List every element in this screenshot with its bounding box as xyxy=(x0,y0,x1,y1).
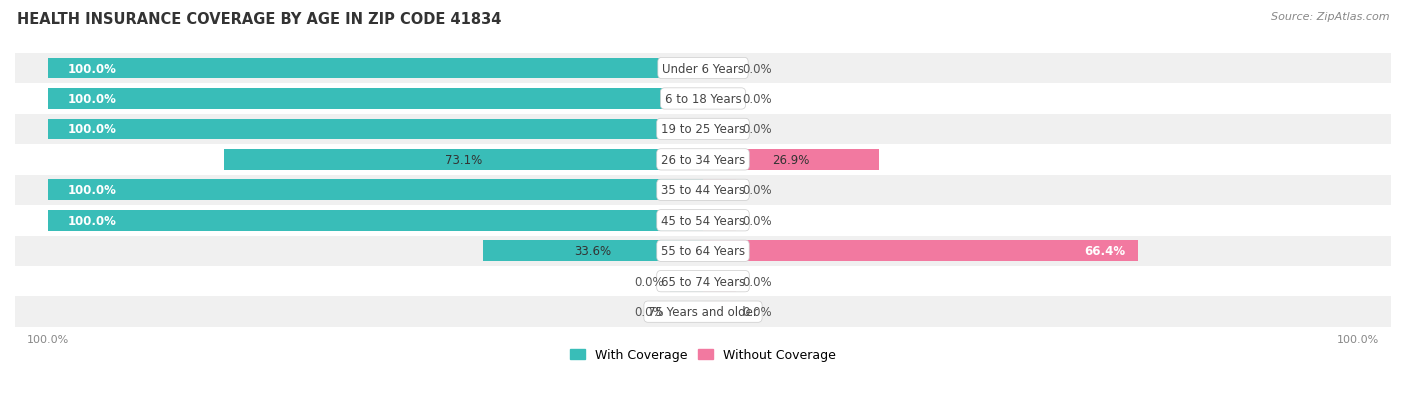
Text: 6 to 18 Years: 6 to 18 Years xyxy=(665,93,741,106)
Text: 26.9%: 26.9% xyxy=(772,154,810,166)
Text: 35 to 44 Years: 35 to 44 Years xyxy=(661,184,745,197)
Bar xyxy=(224,150,703,170)
Bar xyxy=(703,150,879,170)
Bar xyxy=(671,301,703,322)
Bar xyxy=(703,271,735,292)
Bar xyxy=(15,114,1391,145)
Bar xyxy=(48,211,703,231)
Bar xyxy=(15,236,1391,266)
Text: 55 to 64 Years: 55 to 64 Years xyxy=(661,244,745,258)
Bar xyxy=(15,297,1391,327)
Text: 0.0%: 0.0% xyxy=(742,93,772,106)
Bar xyxy=(48,180,703,201)
Text: Under 6 Years: Under 6 Years xyxy=(662,62,744,75)
Text: 0.0%: 0.0% xyxy=(742,184,772,197)
Text: 100.0%: 100.0% xyxy=(67,214,117,227)
Bar xyxy=(15,84,1391,114)
Text: Source: ZipAtlas.com: Source: ZipAtlas.com xyxy=(1271,12,1389,22)
Text: 19 to 25 Years: 19 to 25 Years xyxy=(661,123,745,136)
Bar xyxy=(703,241,1137,261)
Bar xyxy=(671,271,703,292)
Text: 75 Years and older: 75 Years and older xyxy=(648,306,758,318)
Bar xyxy=(703,211,735,231)
Bar xyxy=(48,119,703,140)
Text: 100.0%: 100.0% xyxy=(67,62,117,75)
Text: 33.6%: 33.6% xyxy=(575,244,612,258)
Text: 100.0%: 100.0% xyxy=(67,184,117,197)
Text: 45 to 54 Years: 45 to 54 Years xyxy=(661,214,745,227)
Bar xyxy=(48,59,703,79)
Bar xyxy=(703,301,735,322)
Bar xyxy=(703,89,735,109)
Bar xyxy=(15,175,1391,206)
Legend: With Coverage, Without Coverage: With Coverage, Without Coverage xyxy=(565,344,841,367)
Bar xyxy=(15,206,1391,236)
Text: 0.0%: 0.0% xyxy=(742,123,772,136)
Text: 65 to 74 Years: 65 to 74 Years xyxy=(661,275,745,288)
Text: 66.4%: 66.4% xyxy=(1084,244,1125,258)
Bar xyxy=(15,266,1391,297)
Bar xyxy=(48,89,703,109)
Text: 0.0%: 0.0% xyxy=(634,275,664,288)
Text: 73.1%: 73.1% xyxy=(444,154,482,166)
Text: 26 to 34 Years: 26 to 34 Years xyxy=(661,154,745,166)
Text: HEALTH INSURANCE COVERAGE BY AGE IN ZIP CODE 41834: HEALTH INSURANCE COVERAGE BY AGE IN ZIP … xyxy=(17,12,502,27)
Text: 0.0%: 0.0% xyxy=(742,306,772,318)
Bar xyxy=(482,241,703,261)
Text: 0.0%: 0.0% xyxy=(742,275,772,288)
Bar xyxy=(703,119,735,140)
Bar xyxy=(703,180,735,201)
Text: 100.0%: 100.0% xyxy=(67,93,117,106)
Text: 0.0%: 0.0% xyxy=(634,306,664,318)
Bar xyxy=(15,145,1391,175)
Text: 0.0%: 0.0% xyxy=(742,62,772,75)
Text: 100.0%: 100.0% xyxy=(67,123,117,136)
Text: 0.0%: 0.0% xyxy=(742,214,772,227)
Bar xyxy=(703,59,735,79)
Bar xyxy=(15,54,1391,84)
